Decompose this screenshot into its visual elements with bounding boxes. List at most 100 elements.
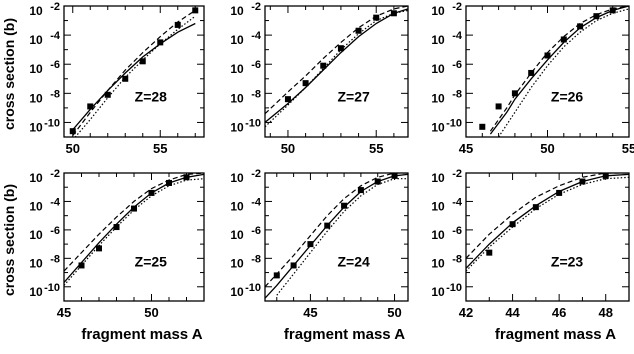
y-tick-label-exponent: -4: [452, 30, 463, 42]
series-dotted-line: [499, 9, 629, 137]
y-tick-label-exponent: -2: [50, 1, 60, 13]
data-point: [479, 124, 485, 130]
y-tick-label-exponent: -10: [44, 117, 60, 129]
y-tick-label-exponent: -6: [251, 225, 261, 237]
y-tick-label-base: 10: [230, 256, 244, 270]
data-point: [303, 80, 309, 86]
y-tick-label-base: 10: [29, 62, 43, 76]
y-tick-label-exponent: -6: [251, 59, 261, 71]
data-point: [307, 241, 313, 247]
panel-4: 10-210-410-610-810 -1045 50Z=25fragment ma…: [29, 168, 204, 343]
y-tick-label-exponent: -2: [50, 168, 60, 180]
plot-frame: [64, 173, 204, 301]
y-tick-label-base: 10: [230, 199, 244, 213]
series-dashed-line: [490, 6, 629, 131]
plot-frame: [64, 6, 204, 137]
plot-frame: [466, 6, 629, 137]
x-axis-label: fragment mass A: [495, 326, 616, 343]
y-tick-label-base: 10: [230, 228, 244, 242]
data-point: [96, 245, 102, 251]
panel-label: Z=28: [135, 89, 168, 105]
y-tick-label-base: 10: [230, 120, 244, 134]
y-tick-label-base: 10: [230, 285, 244, 299]
data-point: [320, 63, 326, 69]
data-point: [122, 76, 128, 82]
x-axis-label: fragment mass A: [284, 326, 405, 343]
data-point: [603, 173, 609, 179]
panel-6: 10-210-410-610-810 -1042 44 46 48Z=23fragmen…: [431, 168, 629, 343]
data-point: [149, 190, 155, 196]
data-point: [291, 262, 297, 268]
panel-label: Z=25: [135, 253, 168, 269]
y-tick-label-exponent: -8: [50, 88, 60, 100]
y-tick-label-base: 10: [230, 33, 244, 47]
y-tick-label-exponent: -8: [452, 253, 462, 265]
series-dashed-line: [73, 10, 196, 135]
data-point: [579, 179, 585, 185]
x-tick-label: 45: [459, 141, 473, 156]
y-tick-label-base: 10: [431, 120, 445, 134]
plot-frame: [265, 173, 408, 301]
y-tick-label-base: 10: [29, 120, 43, 134]
y-tick-label-base: 10: [230, 62, 244, 76]
data-point: [140, 58, 146, 64]
y-tick-label-base: 10: [29, 285, 43, 299]
data-point: [175, 22, 181, 28]
y-tick-label-exponent: -8: [251, 88, 261, 100]
y-tick-label-base: 10: [431, 285, 445, 299]
x-tick-label: 46: [552, 305, 566, 320]
data-point: [391, 10, 397, 16]
y-tick-label-exponent: -2: [251, 168, 261, 180]
data-point: [157, 39, 163, 45]
x-tick-label: 42: [459, 305, 473, 320]
y-tick-label-exponent: -2: [452, 1, 462, 13]
y-tick-label-base: 10: [29, 91, 43, 105]
y-tick-label-exponent: -4: [251, 30, 262, 42]
y-tick-label-exponent: -8: [50, 253, 60, 265]
data-point: [341, 203, 347, 209]
data-point: [375, 179, 381, 185]
y-tick-label-base: 10: [431, 228, 445, 242]
data-point: [545, 52, 551, 58]
y-tick-label-exponent: -6: [50, 59, 60, 71]
series-solid-line: [490, 6, 629, 134]
y-tick-label-base: 10: [29, 256, 43, 270]
x-tick-label: 50: [144, 305, 158, 320]
y-tick-label-base: 10: [29, 199, 43, 213]
y-tick-label-base: 10: [29, 4, 43, 18]
x-tick-label: 55: [622, 141, 634, 156]
series-dotted-line: [265, 10, 408, 126]
data-point: [192, 7, 198, 13]
x-axis-label: fragment mass A: [81, 326, 202, 343]
y-tick-label-exponent: -4: [251, 196, 262, 208]
y-tick-label-base: 10: [431, 4, 445, 18]
y-axis-label-top: cross section (b): [1, 18, 17, 130]
data-point: [166, 180, 172, 186]
series-solid-line: [265, 174, 408, 298]
data-point: [496, 103, 502, 109]
y-tick-label-base: 10: [29, 33, 43, 47]
data-point: [356, 28, 362, 34]
data-point: [510, 221, 516, 227]
x-tick-label: 44: [505, 305, 520, 320]
data-point: [556, 190, 562, 196]
y-tick-label-exponent: -10: [245, 282, 261, 294]
y-tick-label-base: 10: [431, 91, 445, 105]
y-tick-label-base: 10: [431, 62, 445, 76]
series-solid-line: [73, 24, 196, 130]
data-point: [561, 36, 567, 42]
y-tick-label-exponent: -6: [452, 225, 462, 237]
series-dotted-line: [277, 179, 408, 296]
data-point: [486, 250, 492, 256]
y-tick-label-exponent: -4: [452, 196, 463, 208]
data-point: [70, 128, 76, 134]
y-tick-label-exponent: -8: [251, 253, 261, 265]
y-tick-label-base: 10: [230, 171, 244, 185]
x-tick-label: 55: [369, 141, 383, 156]
data-point: [593, 13, 599, 19]
x-tick-label: 50: [387, 305, 401, 320]
series-dotted-line: [73, 16, 196, 140]
y-tick-label-base: 10: [230, 91, 244, 105]
data-point: [577, 23, 583, 29]
